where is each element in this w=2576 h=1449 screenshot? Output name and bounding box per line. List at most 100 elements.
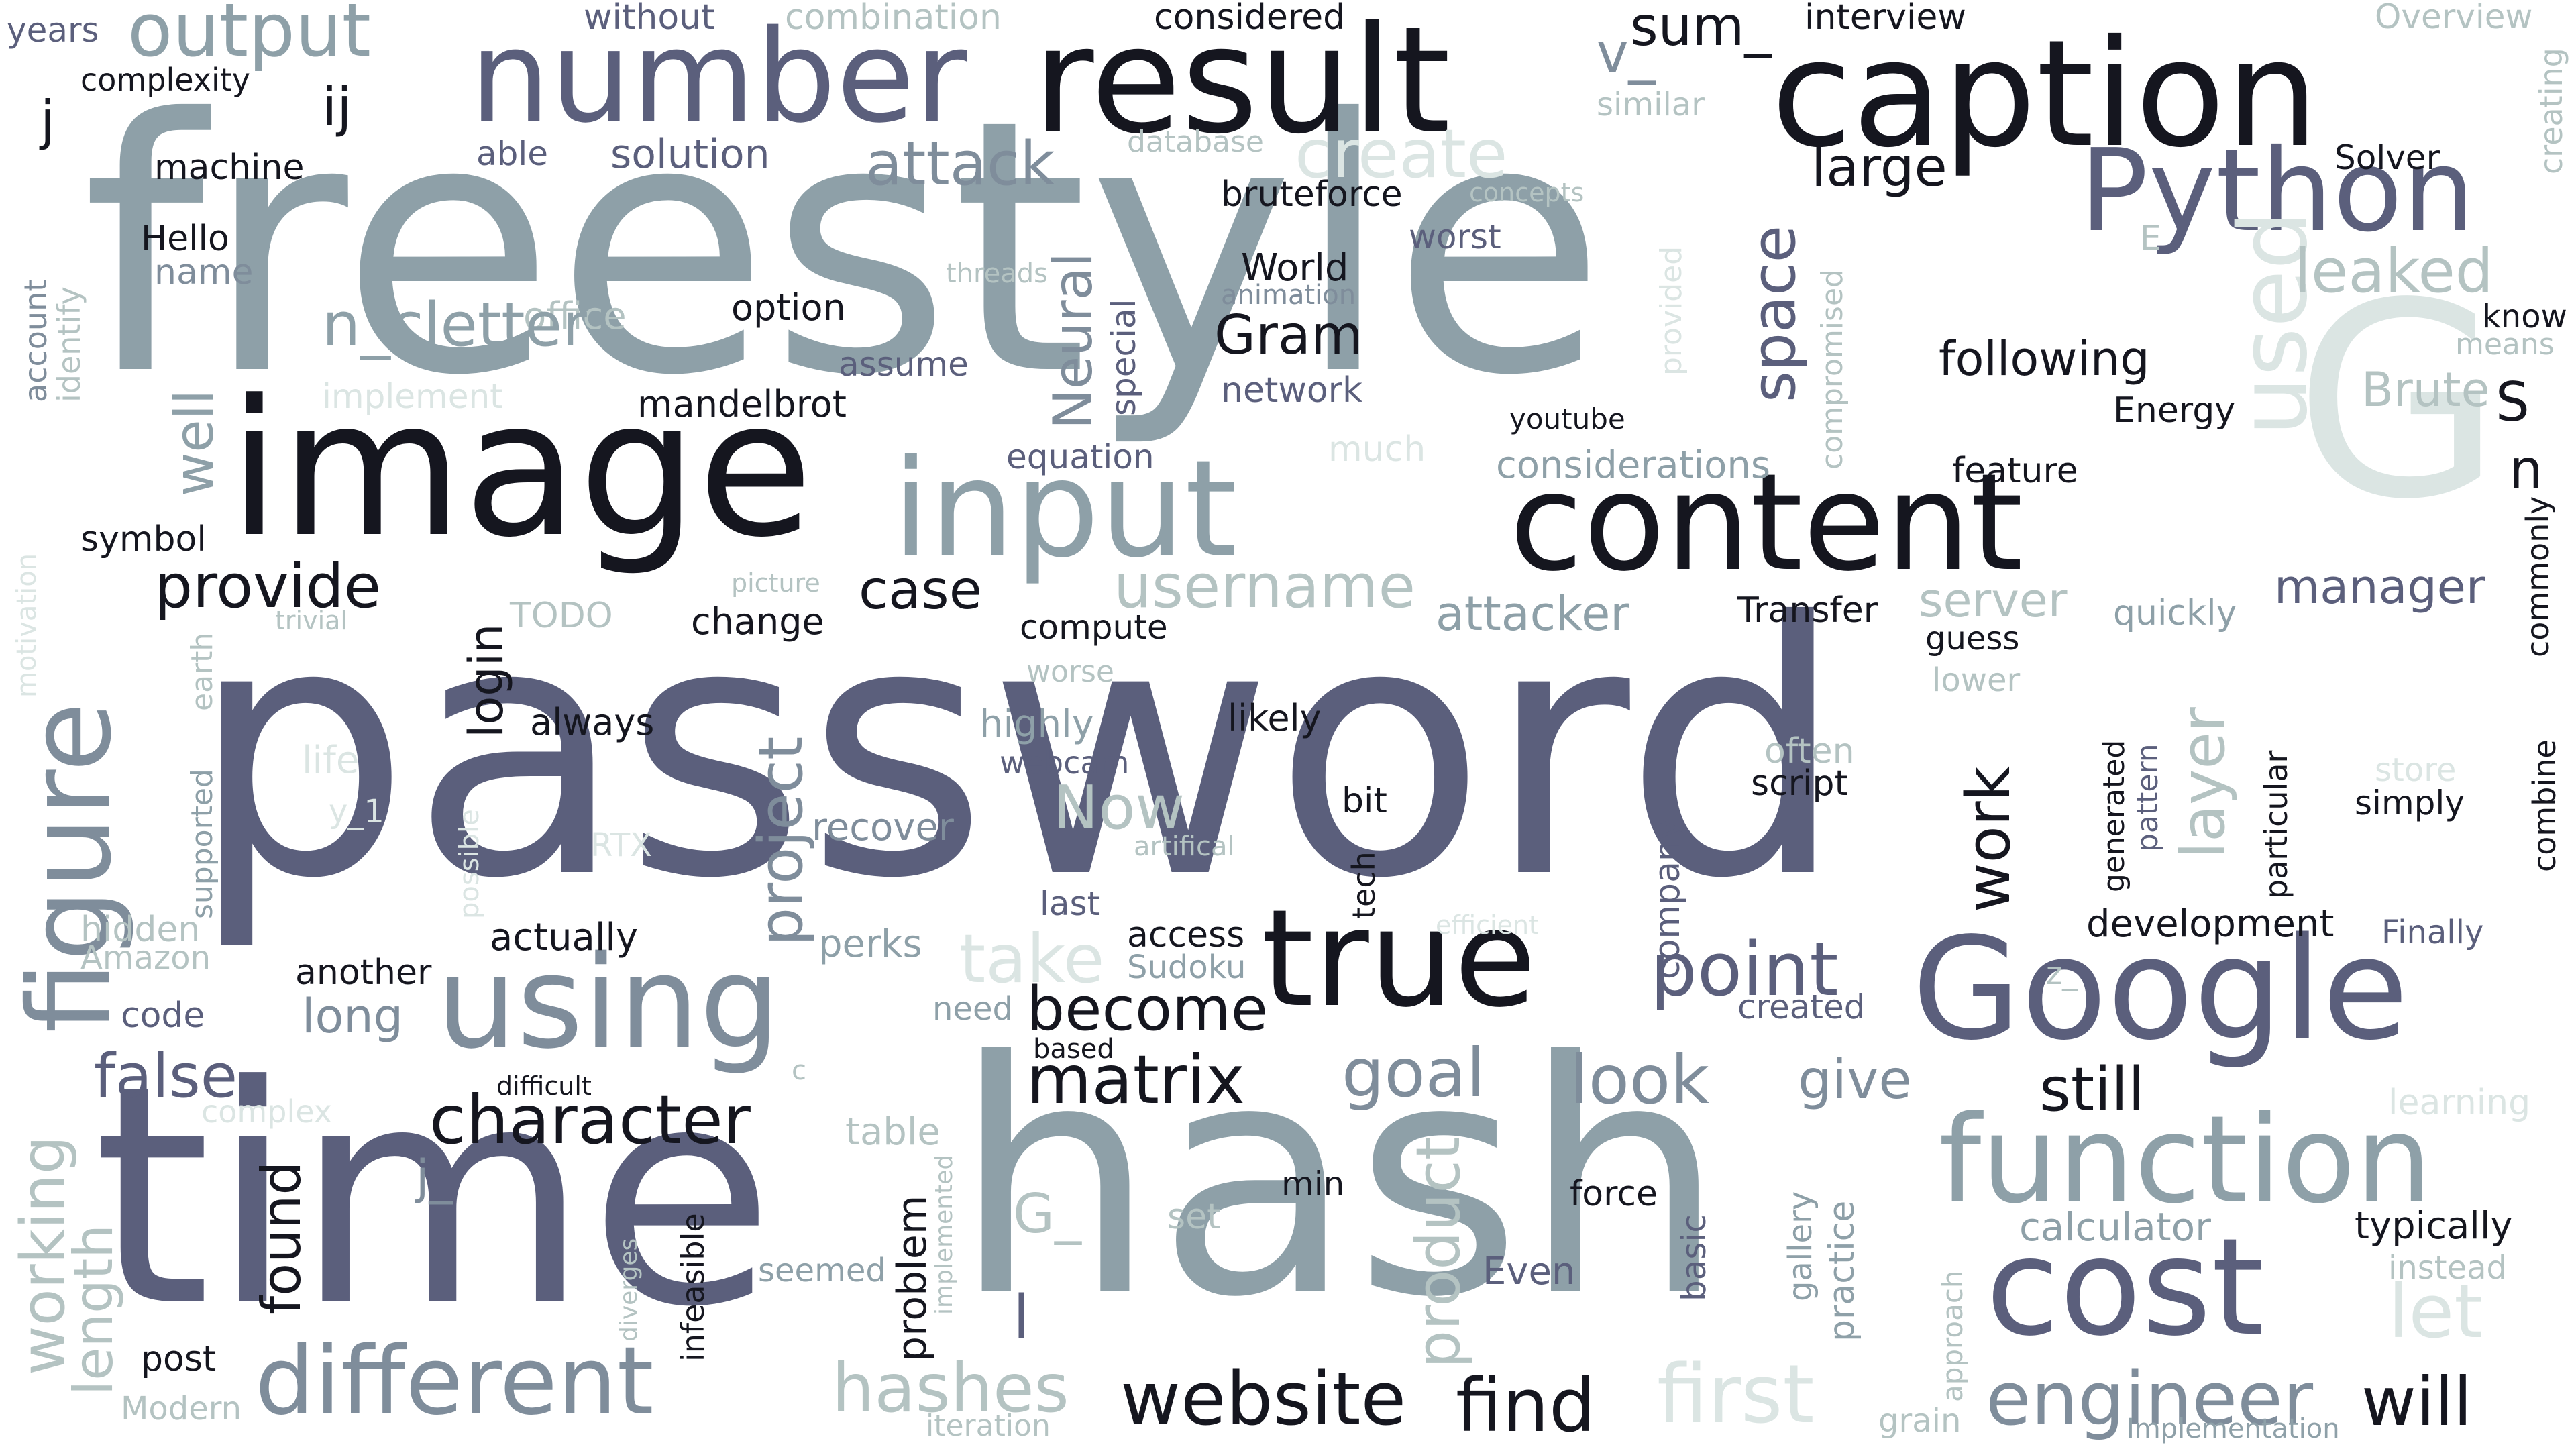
- word-option: option: [731, 286, 846, 329]
- word-concepts: concepts: [1469, 178, 1585, 207]
- word-highly: highly: [979, 702, 1094, 746]
- word-TODO: TODO: [510, 596, 613, 636]
- word-large: large: [1811, 136, 1947, 199]
- word-able: able: [476, 134, 549, 173]
- word-simply: simply: [2355, 784, 2465, 822]
- word-database: database: [1127, 125, 1264, 159]
- word-ij: ij: [322, 76, 352, 138]
- word-gallery: gallery: [1782, 1191, 1819, 1301]
- word-equation: equation: [1006, 437, 1155, 476]
- word-particular: particular: [2258, 750, 2294, 899]
- word-freestyle: freestyle: [82, 45, 1607, 451]
- word-solution: solution: [610, 131, 770, 178]
- word-basic: basic: [1674, 1214, 1713, 1301]
- word-first: first: [1657, 1348, 1815, 1442]
- word-hidden: hidden: [80, 910, 201, 950]
- word-mandelbrot: mandelbrot: [637, 383, 847, 425]
- word-complexity: complexity: [80, 62, 250, 98]
- word-motivation: motivation: [11, 553, 42, 698]
- word-caption: caption: [1771, 8, 2319, 180]
- word-iteration: iteration: [926, 1409, 1051, 1443]
- word-Now: Now: [1053, 773, 1185, 843]
- word-change: change: [691, 600, 824, 643]
- word-become: become: [1026, 974, 1269, 1044]
- word-work: work: [1953, 766, 2024, 912]
- word-know: know: [2482, 298, 2567, 335]
- word-perks: perks: [818, 922, 922, 966]
- word-Google: Google: [1912, 907, 2409, 1071]
- word-worse: worse: [1026, 655, 1114, 689]
- word-lower: lower: [1932, 661, 2021, 699]
- word-Finally: Finally: [2381, 914, 2484, 951]
- word-name: name: [154, 252, 254, 292]
- word-compromised: compromised: [1815, 269, 1849, 470]
- word-found: found: [250, 1161, 313, 1315]
- word-RTX: RTX: [590, 826, 653, 864]
- word-picture: picture: [731, 568, 820, 598]
- word-S: S: [2496, 371, 2530, 433]
- word-project: project: [746, 736, 816, 946]
- word-always: always: [530, 701, 655, 743]
- word-need: need: [932, 990, 1013, 1028]
- word-considerations: considerations: [1496, 443, 1771, 487]
- word-Solver: Solver: [2334, 138, 2440, 177]
- word-last: last: [1040, 884, 1101, 923]
- word-Gram: Gram: [1214, 304, 1363, 366]
- word-well: well: [163, 389, 225, 496]
- word-trivial: trivial: [275, 606, 347, 635]
- word-min: min: [1281, 1165, 1345, 1203]
- word-Hello: Hello: [141, 219, 229, 259]
- word-interview: interview: [1805, 0, 1966, 38]
- word-script: script: [1751, 763, 1848, 804]
- word-Even: Even: [1483, 1250, 1576, 1293]
- word-hashes: hashes: [832, 1349, 1069, 1428]
- word-often: often: [1764, 731, 1855, 771]
- word-assume: assume: [839, 345, 969, 384]
- word-cost: cost: [1986, 1210, 2264, 1366]
- word-much: much: [1328, 429, 1426, 470]
- word-input: input: [892, 431, 1238, 588]
- word-created: created: [1737, 987, 1866, 1026]
- word-post: post: [141, 1339, 217, 1379]
- word-difficult: difficult: [496, 1071, 592, 1101]
- word-efficient: efficient: [1436, 910, 1539, 940]
- word-create: create: [1295, 115, 1508, 193]
- word-feature: feature: [1952, 451, 2078, 491]
- word-compute: compute: [1020, 608, 1168, 647]
- word-artifical: artifical: [1134, 831, 1235, 862]
- word-Overview: Overview: [2375, 0, 2533, 36]
- word-number: number: [470, 3, 967, 151]
- word-username: username: [1114, 551, 1415, 622]
- word-function: function: [1939, 1090, 2432, 1230]
- word-possible: possible: [454, 809, 485, 919]
- word-attack: attack: [865, 129, 1055, 199]
- word-webcam: webcam: [1000, 745, 1130, 781]
- word-means: means: [2455, 327, 2555, 362]
- word-n: n: [2509, 438, 2543, 500]
- word-similar: similar: [1597, 86, 1705, 123]
- word-likely: likely: [1228, 697, 1322, 739]
- word-another: another: [295, 953, 432, 993]
- word-different: different: [255, 1327, 654, 1436]
- word-y_1: y_1: [329, 793, 384, 830]
- word-password: password: [189, 548, 1845, 955]
- word-attacker: attacker: [1436, 586, 1630, 641]
- word-product: product: [1403, 1136, 1474, 1368]
- word-length: length: [62, 1224, 125, 1395]
- word-years: years: [7, 11, 99, 50]
- word-identify: identify: [51, 286, 87, 402]
- word-result: result: [1033, 0, 1451, 166]
- word-G: G: [2294, 246, 2502, 558]
- word-Neural: Neural: [1042, 252, 1104, 429]
- word-Transfer: Transfer: [1737, 590, 1878, 631]
- word-find: find: [1456, 1362, 1596, 1448]
- word-server: server: [1919, 573, 2068, 628]
- word-let: let: [2388, 1269, 2483, 1354]
- word-infeasible: infeasible: [675, 1213, 711, 1362]
- word-output: output: [127, 0, 371, 73]
- word-E: E: [2140, 219, 2161, 258]
- word-supported: supported: [185, 769, 219, 919]
- word-implement: implement: [322, 377, 503, 416]
- word-company: company: [1648, 818, 1688, 979]
- word-earth: earth: [185, 632, 219, 711]
